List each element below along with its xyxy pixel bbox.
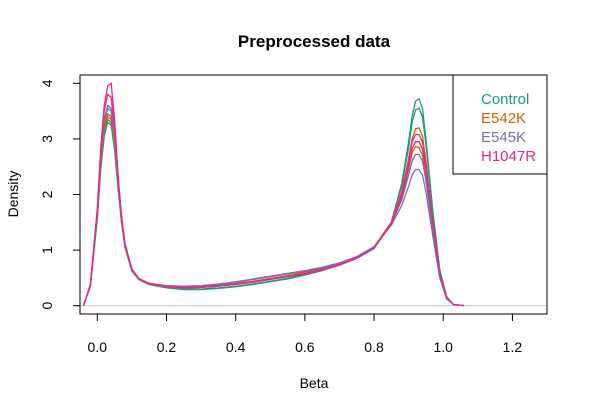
legend-entry: E545K bbox=[481, 129, 526, 146]
legend-entry: Control bbox=[481, 91, 529, 108]
x-axis-label: Beta bbox=[300, 375, 329, 391]
x-tick-label: 0.4 bbox=[226, 339, 246, 355]
plot-frame bbox=[79, 74, 548, 315]
x-tick-label: 0.2 bbox=[157, 339, 177, 355]
x-tick-label: 1.0 bbox=[433, 339, 453, 355]
legend-entry: E542K bbox=[481, 110, 526, 127]
y-axis: 0 1 2 3 4 bbox=[39, 79, 80, 310]
density-line-1 bbox=[82, 97, 465, 307]
x-tick-label: 1.2 bbox=[503, 339, 523, 355]
y-tick-label: 1 bbox=[39, 246, 55, 254]
chart-title: Preprocessed data bbox=[238, 32, 391, 51]
y-tick-label: 2 bbox=[39, 190, 55, 198]
x-axis: 0.0 0.2 0.4 0.6 0.8 1.0 1.2 bbox=[88, 314, 523, 355]
x-tick-label: 0.8 bbox=[364, 339, 384, 355]
density-line-7 bbox=[82, 82, 465, 307]
x-tick-label: 0.6 bbox=[295, 339, 315, 355]
density-line-8 bbox=[82, 93, 465, 307]
y-tick-label: 3 bbox=[39, 135, 55, 143]
density-line-6 bbox=[82, 107, 465, 307]
y-tick-label: 0 bbox=[39, 302, 55, 310]
x-tick-label: 0.0 bbox=[88, 339, 108, 355]
legend-box bbox=[452, 74, 548, 175]
y-axis-label: Density bbox=[5, 171, 21, 218]
density-lines bbox=[82, 82, 465, 307]
legend-entry: H1047R bbox=[481, 148, 536, 165]
legend: Control E542K E545K H1047R bbox=[452, 74, 548, 175]
y-tick-label: 4 bbox=[39, 79, 55, 87]
density-line-3 bbox=[82, 112, 465, 307]
